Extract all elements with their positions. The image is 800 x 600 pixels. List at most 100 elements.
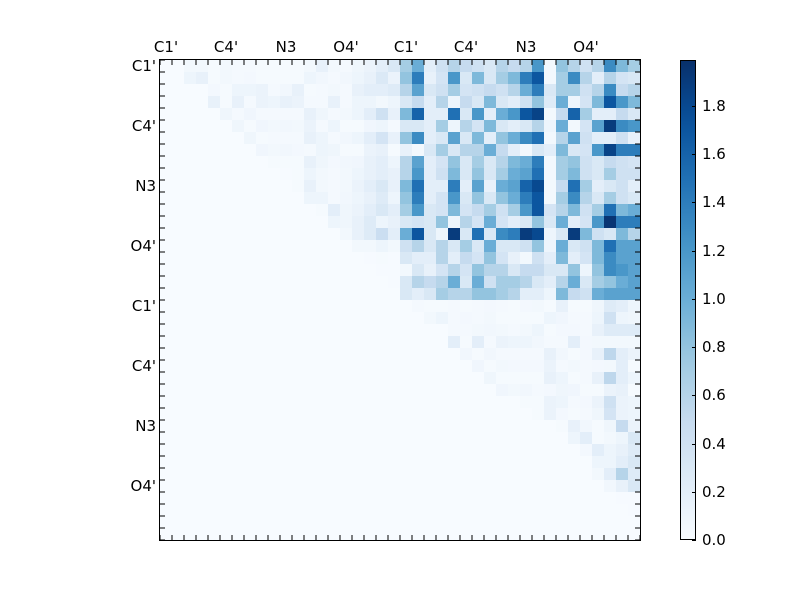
heatmap-cell (592, 276, 604, 288)
heatmap-cell (316, 84, 328, 96)
heatmap-cell (628, 420, 640, 432)
heatmap-cell (280, 504, 292, 516)
heatmap-cell (364, 396, 376, 408)
heatmap-cell (184, 348, 196, 360)
heatmap-cell (220, 180, 232, 192)
heatmap-cell (352, 72, 364, 84)
heatmap-cell (580, 492, 592, 504)
heatmap-cell (532, 420, 544, 432)
heatmap-cell (256, 504, 268, 516)
heatmap-cell (292, 324, 304, 336)
heatmap-cell (208, 192, 220, 204)
heatmap-cell (184, 420, 196, 432)
heatmap-cell (304, 96, 316, 108)
heatmap-cell (220, 156, 232, 168)
heatmap-cell (316, 180, 328, 192)
heatmap-cell (496, 228, 508, 240)
heatmap-cell (496, 300, 508, 312)
heatmap-cell (184, 240, 196, 252)
heatmap-cell (280, 324, 292, 336)
heatmap-cell (328, 132, 340, 144)
heatmap-cell (280, 300, 292, 312)
heatmap-cell (568, 228, 580, 240)
heatmap-cell (412, 384, 424, 396)
heatmap-cell (268, 288, 280, 300)
heatmap-cell (340, 264, 352, 276)
heatmap-cell (580, 420, 592, 432)
heatmap-cell (280, 372, 292, 384)
heatmap-cell (364, 204, 376, 216)
heatmap-cell (172, 120, 184, 132)
heatmap-cell (556, 396, 568, 408)
heatmap-cell (508, 372, 520, 384)
heatmap-cell (400, 504, 412, 516)
heatmap-cell (448, 492, 460, 504)
heatmap-cell (376, 348, 388, 360)
heatmap-cell (352, 168, 364, 180)
heatmap-cell (196, 468, 208, 480)
heatmap-cell (580, 252, 592, 264)
heatmap-cell (316, 312, 328, 324)
heatmap-cell (496, 252, 508, 264)
heatmap-cell (172, 240, 184, 252)
heatmap-cell (292, 240, 304, 252)
heatmap-cell (232, 180, 244, 192)
heatmap-cell (484, 60, 496, 72)
heatmap-cell (484, 120, 496, 132)
heatmap-cell (316, 372, 328, 384)
heatmap-cell (256, 336, 268, 348)
heatmap-cell (316, 72, 328, 84)
heatmap-cell (160, 276, 172, 288)
heatmap-cell (604, 288, 616, 300)
heatmap-cell (304, 408, 316, 420)
heatmap-cell (172, 444, 184, 456)
heatmap-cell (172, 480, 184, 492)
heatmap-cell (364, 288, 376, 300)
heatmap-cell (388, 360, 400, 372)
heatmap-cell (484, 264, 496, 276)
heatmap-cell (496, 60, 508, 72)
heatmap-cell (592, 516, 604, 528)
heatmap-cell (472, 60, 484, 72)
heatmap-cell (616, 228, 628, 240)
heatmap-cell (616, 504, 628, 516)
heatmap-cell (412, 180, 424, 192)
heatmap-cell (532, 180, 544, 192)
heatmap-cell (472, 504, 484, 516)
heatmap-cell (532, 132, 544, 144)
heatmap-cell (208, 120, 220, 132)
heatmap-cell (556, 204, 568, 216)
heatmap-cell (580, 108, 592, 120)
heatmap-cell (568, 420, 580, 432)
heatmap-cell (328, 516, 340, 528)
heatmap-cell (172, 144, 184, 156)
heatmap-cell (328, 348, 340, 360)
heatmap-cell (436, 432, 448, 444)
heatmap-cell (400, 60, 412, 72)
heatmap-cell (556, 228, 568, 240)
heatmap-cell (628, 72, 640, 84)
heatmap-cell (496, 444, 508, 456)
heatmap-cell (256, 96, 268, 108)
heatmap-cell (556, 324, 568, 336)
heatmap-cell (292, 444, 304, 456)
heatmap-cell (256, 300, 268, 312)
heatmap-cell (304, 252, 316, 264)
heatmap-cell (508, 288, 520, 300)
heatmap-cell (472, 408, 484, 420)
heatmap-cell (352, 96, 364, 108)
heatmap-cell (280, 216, 292, 228)
heatmap-cell (160, 144, 172, 156)
heatmap-cell (604, 192, 616, 204)
heatmap-cell (316, 228, 328, 240)
heatmap-cell (388, 456, 400, 468)
heatmap-cell (352, 120, 364, 132)
heatmap-cell (400, 384, 412, 396)
heatmap-cell (616, 348, 628, 360)
heatmap-cell (436, 408, 448, 420)
heatmap-cell (520, 156, 532, 168)
heatmap-cell (460, 240, 472, 252)
heatmap-cell (388, 60, 400, 72)
heatmap-cell (160, 96, 172, 108)
heatmap-cell (544, 276, 556, 288)
